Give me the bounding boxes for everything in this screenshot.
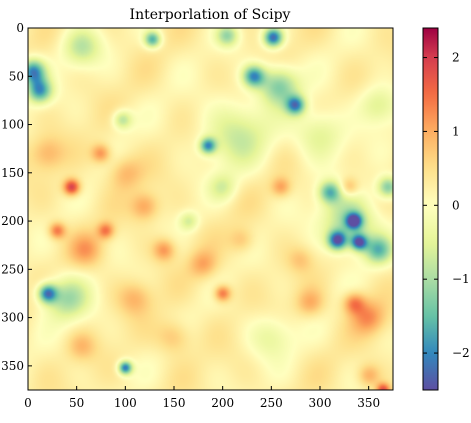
colorbar-tick-label: 1 bbox=[452, 124, 460, 138]
y-tick-label: 250 bbox=[1, 262, 24, 276]
y-tick-label: 0 bbox=[16, 21, 24, 35]
x-tick-label: 150 bbox=[163, 396, 186, 410]
y-tick-label: 100 bbox=[1, 118, 24, 132]
y-tick-label: 350 bbox=[1, 359, 24, 373]
y-tick-label: 150 bbox=[1, 166, 24, 180]
x-tick-label: 0 bbox=[24, 396, 32, 410]
x-tick-label: 100 bbox=[114, 396, 137, 410]
colorbar-tick-label: −2 bbox=[452, 346, 470, 360]
colorbar-gradient bbox=[422, 27, 439, 391]
heatmap-image bbox=[28, 28, 393, 390]
plot-frame bbox=[27, 27, 394, 391]
y-tick-label: 50 bbox=[9, 69, 24, 83]
colorbar-tick-label: 2 bbox=[452, 51, 460, 65]
heatmap bbox=[28, 28, 393, 390]
x-tick-label: 200 bbox=[211, 396, 234, 410]
chart-title: Interporlation of Scipy bbox=[130, 7, 291, 23]
colorbar: −2 −1 0 1 2 bbox=[422, 27, 470, 391]
y-tick-label: 300 bbox=[1, 311, 24, 325]
y-tick-label: 200 bbox=[1, 214, 24, 228]
x-axis: 0 50 100 150 200 250 300 350 bbox=[24, 386, 380, 410]
x-tick-label: 50 bbox=[69, 396, 84, 410]
x-tick-label: 250 bbox=[260, 396, 283, 410]
colorbar-tick-label: 0 bbox=[452, 198, 460, 212]
x-tick-label: 350 bbox=[357, 396, 380, 410]
y-axis: 0 50 100 150 200 250 300 350 bbox=[1, 21, 32, 373]
x-tick-label: 300 bbox=[309, 396, 332, 410]
colorbar-tick-label: −1 bbox=[452, 272, 470, 286]
